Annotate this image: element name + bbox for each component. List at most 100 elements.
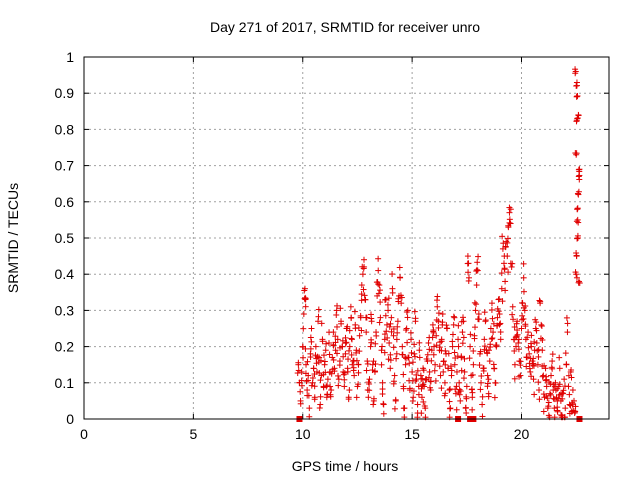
data-point	[494, 314, 501, 321]
data-point	[315, 306, 322, 313]
data-point	[455, 336, 462, 343]
data-point	[427, 387, 434, 394]
data-point	[372, 340, 379, 347]
data-point	[304, 377, 311, 384]
data-point	[496, 311, 503, 318]
data-point	[463, 383, 470, 390]
data-point	[348, 351, 355, 358]
data-point	[436, 344, 443, 351]
data-point	[457, 397, 464, 404]
data-point	[385, 307, 392, 314]
data-point	[499, 298, 506, 305]
data-point	[564, 320, 571, 327]
data-point	[378, 347, 385, 354]
data-point	[392, 396, 399, 403]
data-point	[559, 389, 566, 396]
data-point	[533, 319, 540, 326]
data-point	[531, 338, 538, 345]
data-point	[393, 350, 400, 357]
data-point	[569, 401, 576, 408]
data-point	[295, 367, 302, 374]
data-point	[471, 299, 478, 306]
data-point	[574, 190, 581, 197]
data-point	[451, 314, 458, 321]
data-point	[516, 373, 523, 380]
data-point	[438, 385, 445, 392]
data-point	[322, 347, 329, 354]
data-point	[394, 323, 401, 330]
data-point	[520, 260, 527, 267]
data-point	[455, 322, 462, 329]
data-point	[409, 368, 416, 375]
data-point	[311, 383, 318, 390]
data-point	[455, 343, 462, 350]
data-point	[474, 259, 481, 266]
data-point	[504, 235, 511, 242]
data-point	[568, 374, 575, 381]
data-point	[390, 378, 397, 385]
data-point	[436, 363, 443, 370]
data-point	[461, 355, 468, 362]
data-point	[458, 353, 465, 360]
data-point	[524, 334, 531, 341]
data-point	[453, 406, 460, 413]
data-point	[391, 405, 398, 412]
data-point	[385, 295, 392, 302]
data-point	[573, 274, 580, 281]
data-point	[422, 376, 429, 383]
data-point	[396, 264, 403, 271]
data-point	[369, 361, 376, 368]
data-point	[377, 314, 384, 321]
data-point	[378, 361, 385, 368]
data-point	[546, 390, 553, 397]
data-point	[501, 260, 507, 267]
x-axis-label: GPS time / hours	[292, 458, 399, 474]
data-point	[552, 379, 559, 386]
data-point	[409, 359, 416, 366]
data-point	[361, 256, 367, 263]
data-point	[536, 387, 542, 394]
data-point	[304, 387, 311, 394]
data-point	[563, 314, 570, 321]
data-point	[539, 336, 546, 343]
data-point	[574, 232, 581, 239]
data-point	[320, 384, 327, 391]
data-point	[364, 360, 371, 367]
data-point	[410, 388, 417, 395]
data-point	[366, 380, 373, 387]
data-point	[477, 348, 484, 355]
data-point	[533, 339, 540, 346]
data-point	[372, 361, 379, 368]
data-point	[467, 331, 474, 338]
data-point	[332, 339, 339, 346]
data-point	[523, 363, 530, 370]
y-tick-label: 0	[66, 411, 74, 427]
data-point	[486, 358, 493, 365]
data-point	[473, 301, 480, 308]
data-point	[484, 383, 491, 390]
data-point	[344, 323, 351, 330]
data-point	[490, 320, 497, 327]
data-point	[433, 332, 440, 339]
data-point	[538, 323, 545, 330]
data-point	[530, 362, 537, 369]
data-point	[324, 382, 331, 389]
data-point	[526, 350, 533, 357]
data-point	[504, 239, 511, 246]
data-point	[573, 79, 580, 86]
data-point	[554, 407, 561, 414]
data-point	[400, 385, 407, 392]
data-point	[479, 413, 486, 420]
data-point	[489, 335, 496, 342]
data-point	[441, 379, 448, 386]
data-point	[568, 366, 575, 373]
data-point	[515, 339, 522, 346]
data-point	[402, 327, 409, 334]
data-point	[341, 369, 348, 376]
data-point	[450, 321, 457, 328]
data-point	[449, 343, 456, 350]
data-point	[491, 394, 498, 401]
data-point	[341, 383, 348, 390]
data-point	[425, 374, 432, 381]
data-point	[429, 321, 436, 328]
